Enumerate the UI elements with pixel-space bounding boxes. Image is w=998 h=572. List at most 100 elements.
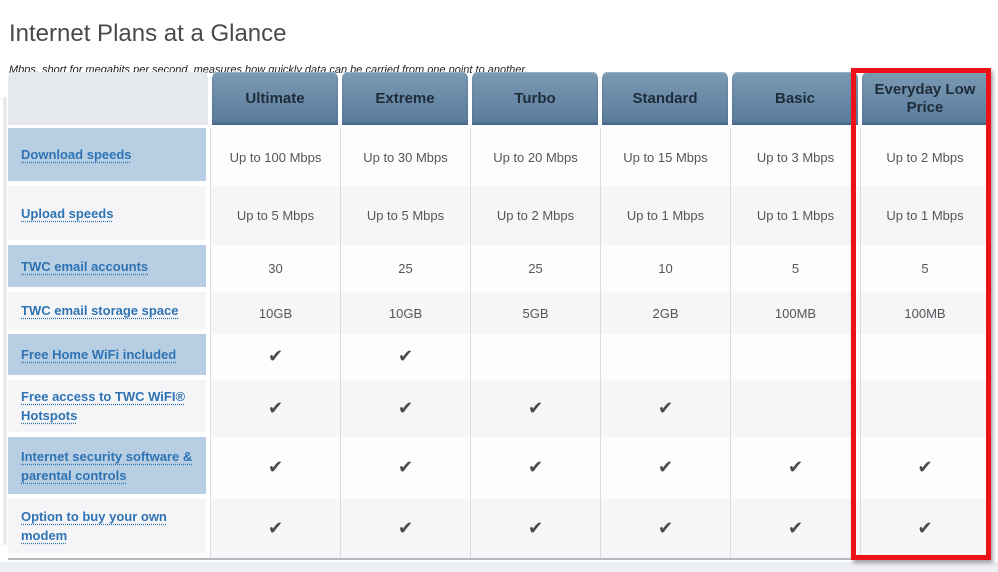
- data-cell: [470, 334, 600, 380]
- table-row: Download speeds Up to 100 Mbps Up to 30 Mb…: [8, 128, 990, 186]
- cell-value: 10GB: [258, 305, 293, 321]
- check-icon: ✔: [397, 346, 414, 366]
- table-row: Upload speeds Up to 5 Mbps Up to 5 Mbps Up …: [8, 186, 990, 245]
- data-cell: 10GB: [340, 292, 470, 334]
- check-icon: ✔: [917, 457, 933, 477]
- data-cell: ✔: [470, 437, 600, 499]
- cell-value: Up to 3 Mbps: [756, 149, 835, 165]
- plans-body: Download speeds Up to 100 Mbps Up to 30 Mb…: [8, 128, 990, 558]
- data-cell: ✔: [340, 380, 470, 437]
- cell-value: Up to 2 Mbps: [886, 149, 964, 165]
- row-label-link-twc-email-storage-space[interactable]: TWC email storage space: [21, 303, 179, 318]
- check-icon: ✔: [657, 517, 674, 538]
- data-cell: 10: [600, 245, 730, 292]
- data-cell: 5: [860, 245, 990, 292]
- table-row: TWC email accounts 30 25 25 10 5 5: [8, 245, 990, 292]
- cell-value: Up to 2 Mbps: [496, 208, 575, 223]
- data-cell: 5: [730, 245, 860, 292]
- data-cell: Up to 100 Mbps: [210, 128, 340, 186]
- cell-value: Up to 15 Mbps: [623, 149, 708, 165]
- cell-value: Up to 5 Mbps: [236, 208, 315, 223]
- data-cell: 10GB: [210, 292, 340, 334]
- cell-value: Up to 5 Mbps: [366, 208, 445, 223]
- page-title: Internet Plans at a Glance: [9, 20, 287, 48]
- data-cell: Up to 2 Mbps: [470, 186, 600, 245]
- check-icon: ✔: [917, 517, 933, 538]
- table-row: Free access to TWC WiFI® Hotspots ✔ ✔ ✔ ✔: [8, 380, 990, 437]
- row-label-cell: TWC email storage space: [8, 292, 210, 334]
- check-icon: ✔: [397, 397, 414, 418]
- column-header-basic: Basic: [730, 72, 860, 128]
- data-cell: ✔: [210, 334, 340, 380]
- row-label-cell: Upload speeds: [8, 186, 210, 245]
- data-cell: 2GB: [600, 292, 730, 334]
- cell-value: 10GB: [388, 305, 423, 321]
- column-header-standard: Standard: [600, 72, 730, 128]
- data-cell: ✔: [470, 499, 600, 558]
- data-cell: [860, 380, 990, 437]
- data-cell: ✔: [600, 380, 730, 437]
- data-cell: 100MB: [730, 292, 860, 334]
- data-cell: ✔: [600, 499, 730, 558]
- data-cell: [730, 334, 860, 380]
- row-label-link-download-speeds[interactable]: Download speeds: [21, 147, 132, 162]
- data-cell: Up to 1 Mbps: [600, 186, 730, 245]
- check-icon: ✔: [787, 457, 804, 477]
- check-icon: ✔: [267, 397, 284, 418]
- check-icon: ✔: [527, 397, 544, 418]
- data-cell: ✔: [210, 380, 340, 437]
- data-cell: ✔: [860, 437, 990, 499]
- data-cell: Up to 30 Mbps: [340, 128, 470, 186]
- table-row: TWC email storage space 10GB 10GB 5GB 2GB 100…: [8, 292, 990, 334]
- check-icon: ✔: [267, 517, 284, 538]
- data-cell: Up to 2 Mbps: [860, 128, 990, 186]
- column-header-turbo: Turbo: [470, 72, 600, 128]
- row-label-link-option-to-buy-your-own-modem[interactable]: Option to buy your own modem: [21, 509, 167, 543]
- data-cell: ✔: [340, 334, 470, 380]
- data-cell: 30: [210, 245, 340, 292]
- check-icon: ✔: [267, 346, 284, 366]
- data-cell: ✔: [340, 499, 470, 558]
- plans-table: Ultimate Extreme Turbo Standard Basic Everyda…: [8, 72, 990, 560]
- check-icon: ✔: [397, 517, 414, 538]
- cell-value: 100MB: [774, 305, 817, 321]
- row-label-cell: Free access to TWC WiFI® Hotspots: [8, 380, 210, 437]
- table-row: Internet security software & parental co…: [8, 437, 990, 499]
- cell-value: Up to 1 Mbps: [886, 208, 964, 223]
- check-icon: ✔: [787, 517, 804, 538]
- page-edge-shadow: [3, 97, 7, 545]
- data-cell: ✔: [340, 437, 470, 499]
- cell-value: Up to 1 Mbps: [626, 208, 705, 223]
- row-label-link-free-home-wifi-included[interactable]: Free Home WiFi included: [21, 347, 177, 362]
- cell-value: 2GB: [652, 305, 679, 321]
- row-label-link-free-access-to-twc-wifi-hotspots[interactable]: Free access to TWC WiFI® Hotspots: [21, 389, 186, 423]
- data-cell: Up to 5 Mbps: [340, 186, 470, 245]
- cell-value: 10: [658, 261, 673, 276]
- data-cell: Up to 1 Mbps: [860, 186, 990, 245]
- row-label-link-twc-email-accounts[interactable]: TWC email accounts: [21, 258, 149, 274]
- data-cell: [730, 380, 860, 437]
- page-bottom-strip: [0, 562, 998, 572]
- cell-value: 5GB: [522, 305, 549, 321]
- check-icon: ✔: [657, 397, 674, 418]
- row-label-cell: Download speeds: [8, 128, 210, 186]
- cell-value: 100MB: [904, 305, 946, 321]
- data-cell: Up to 15 Mbps: [600, 128, 730, 186]
- column-header-everyday-low-price: Everyday Low Price: [860, 72, 990, 128]
- row-label-link-internet-security-software-parental-controls[interactable]: Internet security software & parental co…: [21, 448, 193, 483]
- data-cell: Up to 5 Mbps: [210, 186, 340, 245]
- check-icon: ✔: [267, 457, 284, 477]
- row-label-link-upload-speeds[interactable]: Upload speeds: [21, 205, 114, 221]
- data-cell: [600, 334, 730, 380]
- data-cell: 5GB: [470, 292, 600, 334]
- cell-value: 30: [268, 261, 283, 276]
- row-label-cell: Free Home WiFi included: [8, 334, 210, 380]
- cell-value: Up to 20 Mbps: [493, 149, 578, 165]
- cell-value: 5: [791, 261, 800, 276]
- data-cell: 100MB: [860, 292, 990, 334]
- data-cell: ✔: [470, 380, 600, 437]
- column-header-ultimate: Ultimate: [210, 72, 340, 128]
- check-icon: ✔: [527, 517, 544, 538]
- cell-value: 25: [528, 261, 543, 276]
- cell-value: Up to 100 Mbps: [229, 149, 322, 165]
